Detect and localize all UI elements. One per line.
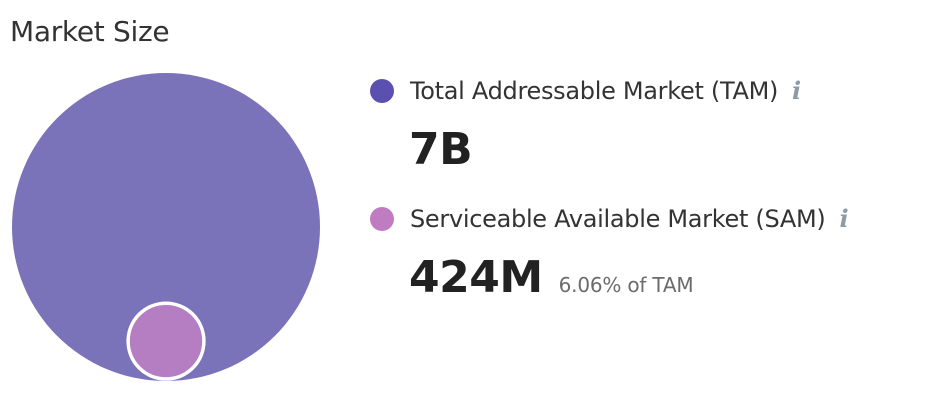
sam-percent-of-tam: 6.06% of TAM xyxy=(558,273,694,297)
tam-value-row: 7B xyxy=(409,124,473,176)
sam-value: 424M xyxy=(409,252,543,303)
market-size-svg xyxy=(12,73,320,381)
tam-info-icon[interactable]: i xyxy=(792,76,802,105)
tam-circle xyxy=(12,73,320,381)
widget-title: Market Size xyxy=(10,15,170,48)
market-size-chart xyxy=(12,73,320,381)
legend-item-sam: Serviceable Available Market (SAM) i xyxy=(370,204,849,234)
tam-label: Total Addressable Market (TAM) xyxy=(410,77,779,105)
sam-color-dot xyxy=(370,207,394,231)
tam-value: 7B xyxy=(409,124,473,175)
tam-color-dot xyxy=(370,79,394,103)
sam-value-row: 424M 6.06% of TAM xyxy=(409,252,694,304)
sam-circle xyxy=(126,301,206,381)
sam-info-icon[interactable]: i xyxy=(839,204,849,233)
legend-item-tam: Total Addressable Market (TAM) i xyxy=(370,76,801,106)
sam-label: Serviceable Available Market (SAM) xyxy=(410,205,826,233)
